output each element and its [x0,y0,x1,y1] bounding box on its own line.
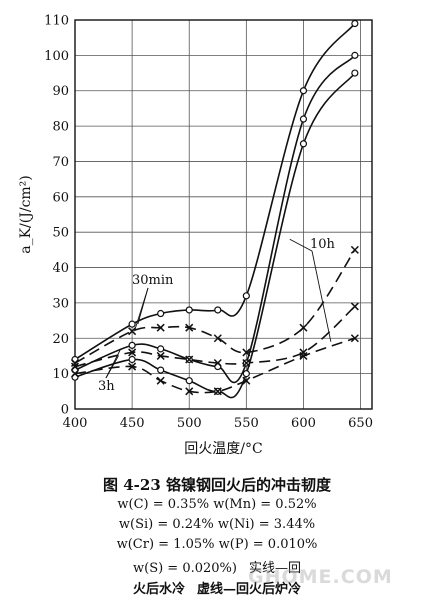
data-point-circle [242,370,250,378]
data-point-x [299,348,308,357]
chart-markers [70,19,359,396]
data-point-x [185,387,194,396]
data-point-x [128,362,137,371]
data-point-circle [185,306,193,314]
data-point-circle [351,51,359,59]
y-tick-label: 110 [44,14,69,29]
y-tick-label: 20 [52,332,69,347]
data-point-x [70,369,80,378]
data-point-circle [242,292,250,300]
data-point-x [242,348,251,357]
composition-line-2: w(Si) = 0.24% w(Ni) = 3.44% [118,517,316,532]
y-tick-label: 40 [52,261,69,276]
data-point-x [185,355,194,364]
watermark: GHOME.COM [248,566,393,588]
series-line-10h-dashed [74,337,356,394]
y-axis-label: a_K/(J/cm²) [18,175,34,254]
data-point-x [70,362,80,371]
y-tick-label: 80 [52,120,69,135]
series-line-10h-solid [74,72,356,399]
data-point-circle [185,377,193,385]
figure-caption-title: 图 4-23 铬镍钢回火后的冲击韧度 [103,476,331,494]
x-tick-label: 400 [63,416,88,431]
annotation-10h: 10h [310,237,336,252]
solid-line-legend-part1: 实线—回 [248,561,301,576]
data-point-x [213,334,222,343]
annotation-3h: 3h [98,379,115,394]
leader-3h-dashed [105,355,119,379]
composition-line-3: w(Cr) = 1.05% w(P) = 0.010% [116,537,318,552]
y-tick-label: 60 [52,190,69,205]
legend-line: 火后水冷 虚线—回火后炉冷 [0,578,434,597]
y-tick-label: 90 [52,84,69,99]
chart-labels: 400 450 500 550 600 650 0 10 20 30 40 50 60 70 80 90 100… [18,14,373,458]
data-point-circle [351,19,359,28]
data-point-x [299,351,308,360]
x-tick-label: 500 [177,416,202,431]
x-tick-label: 600 [291,416,316,431]
data-point-x [350,245,359,254]
data-point-x [128,348,137,357]
data-point-circle [157,345,165,353]
plot-frame [74,19,373,410]
x-axis-label: 回火温度/°C [184,441,262,457]
series-line-30min-dashed [74,249,356,364]
y-tick-label: 100 [44,49,69,64]
data-point-x [242,358,251,368]
data-point-x [156,376,165,385]
y-tick-label: 70 [52,155,69,170]
data-point-x [299,323,308,332]
composition-line-1: w(C) = 0.35% w(Mn) = 0.52% [117,497,317,512]
data-point-circle [214,306,222,314]
x-tick-label: 550 [234,416,259,431]
x-tick-label: 650 [348,416,373,431]
x-tick-label: 450 [120,416,145,431]
leader-10h [289,238,313,252]
data-point-x [156,351,165,360]
y-tick-label: 10 [52,367,69,382]
data-point-circle [299,115,308,123]
dashed-line-legend: 虚线—回火后炉冷 [197,582,302,597]
data-point-x [185,323,194,332]
data-point-x [350,334,359,343]
data-point-x [128,327,137,336]
leader-30min-dashed [133,287,149,332]
solid-line-legend-part2: 火后水冷 [132,582,185,597]
data-point-circle [351,69,359,77]
leader-10h-dashed [311,250,332,342]
data-point-circle [157,309,165,318]
data-point-circle [299,140,308,148]
impact-toughness-chart: 400 450 500 550 600 650 0 10 20 30 40 50 60 70 80 90 100… [18,14,373,458]
y-tick-label: 30 [52,296,69,311]
y-tick-label: 50 [52,226,69,241]
data-point-circle [128,355,136,364]
series-line-3h-dashed [74,305,356,368]
chart-axes [74,19,373,410]
data-point-circle [157,366,165,374]
data-point-x [350,302,359,311]
data-point-circle [128,320,136,328]
data-point-x [242,376,251,385]
data-point-circle [128,341,136,349]
data-point-x [70,358,80,368]
data-point-circle [299,87,308,95]
data-point-x [156,323,165,332]
composition-line-4: w(S) = 0.020%) 实线—回 [0,557,434,576]
annotation-30min: 30min [132,273,174,288]
sulfur-content: w(S) = 0.020%) [133,561,237,576]
data-point-x [213,387,222,396]
data-point-x [213,358,222,368]
y-tick-label: 0 [61,403,69,418]
